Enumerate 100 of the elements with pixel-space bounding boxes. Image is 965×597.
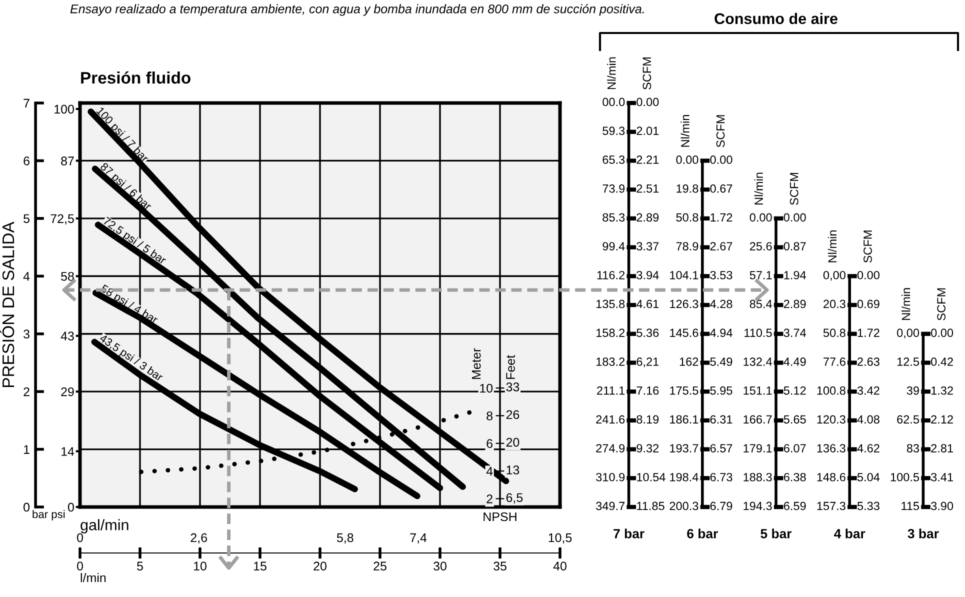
chart-subtitle: Ensayo realizado a temperatura ambiente, con agua y bomba inundada en 800 mm de succión positiva. [70,4,644,16]
text: 6.31 [710,415,732,424]
x-tick-label: 15 [254,562,266,571]
y-tick-label: 3 [24,330,30,339]
y-tick-label: 7 [24,98,30,108]
text: 100.5 [890,472,920,482]
text: 194.3 [744,502,772,510]
text: 00.0 [602,98,625,106]
y2-tick-label: 29 [61,387,74,396]
text: 0.00 [784,213,806,222]
text: 0.42 [931,358,953,366]
text: 157.3 [817,502,846,510]
text: 83 [906,444,919,452]
text: 110.5 [744,328,772,338]
annotation: 33 [506,382,520,392]
text: 0.00 [931,328,954,338]
text: 5.33 [857,502,880,510]
text: 4 bar [834,528,866,538]
text: 3.37 [636,242,659,250]
x2-tick-label: 2,6 [190,533,207,544]
annotation: 13 [506,466,520,474]
text: 50.8 [823,328,846,338]
text: 6.79 [710,502,732,510]
text: 10.54 [637,472,666,482]
text: 19.8 [676,184,698,193]
text: 3.42 [857,386,880,395]
text: Consumo de aire [714,12,838,24]
text: 1.94 [784,270,806,280]
text: 120.3 [817,415,846,424]
category-label: Nl/min [902,288,910,320]
text: 100.8 [817,386,846,395]
y2-tick-label: 100 [54,104,74,114]
text: 5.95 [710,386,732,395]
y-tick-label: 1 [24,445,30,454]
text: 2.89 [784,300,806,308]
x-axis-title: l/min [80,572,106,582]
x-tick-label: 35 [494,562,506,571]
text: 3.41 [931,472,953,482]
y2-tick-label: 0 [68,502,74,512]
x2-tick-label: 10,5 [548,533,572,544]
text: 78.9 [676,242,698,250]
text: 87 psi / 6 bar [98,162,153,212]
text: 43,5 psi / 3 bar [98,333,164,384]
text: 349.7 [596,502,625,510]
text: 2.01 [636,126,659,136]
text: 183.2 [596,358,625,366]
text: 2.89 [636,213,659,222]
text: 4.62 [857,444,880,452]
category-label: Nl/min [607,57,616,90]
text: 179.1 [744,444,772,452]
y2-tick-label: 43 [60,332,74,340]
text: 5.04 [857,472,880,482]
x-tick-label: 5 [137,562,143,571]
text: 85.3 [602,213,625,222]
text: 3.90 [931,502,954,510]
text: 0.00 [636,98,659,106]
text: 7 bar [614,528,644,538]
y-tick-label: 4 [23,272,30,281]
y2-tick-label: 58 [61,272,74,281]
x-tick-label: 30 [434,562,446,571]
text: 6.73 [710,472,732,482]
text: 1.72 [858,328,880,337]
text: 4.49 [784,358,806,366]
text: 65.3 [602,156,625,164]
text: 241.6 [596,415,625,424]
text: 1.72 [710,213,732,222]
x2-tick-label: 5,8 [336,533,354,544]
text: 3 bar [908,528,939,538]
text: 2.63 [858,358,880,366]
text: 39 [906,386,919,395]
text: 3.53 [710,270,732,280]
y2-tick-label: 14 [61,447,74,456]
category-label: SCFM [790,172,798,205]
category-label: SCFM [864,230,872,263]
x-tick-label: 25 [374,562,386,571]
text: 4.61 [636,300,659,308]
text: 11.85 [637,502,664,510]
text: 193.7 [670,444,698,452]
text: 0,00 [897,328,920,338]
text: 188.3 [744,472,772,482]
x-tick-label: 20 [314,562,326,571]
chart-title: Presión fluido [81,71,190,84]
y3-tick-label: 2 [486,494,492,504]
y3-tick-label: 4 [486,466,493,476]
text: 1.32 [931,386,953,395]
x2-tick-label: 0 [77,533,83,542]
text: 166.7 [744,415,772,424]
annotation: Feet [506,355,515,379]
text: 200.3 [670,502,698,510]
text: 6,21 [636,358,659,368]
text: 3.74 [784,328,806,338]
text: 0,00 [823,270,846,281]
text: 2.67 [710,242,732,250]
text: 145.6 [670,328,698,338]
y-tick-label: 6 [24,156,30,166]
text: 20.3 [824,300,846,308]
y3-axis-title: Meter [472,348,481,379]
text: 99.4 [602,242,625,250]
text: 148.6 [817,472,846,482]
x-tick-label: 10 [194,562,206,571]
